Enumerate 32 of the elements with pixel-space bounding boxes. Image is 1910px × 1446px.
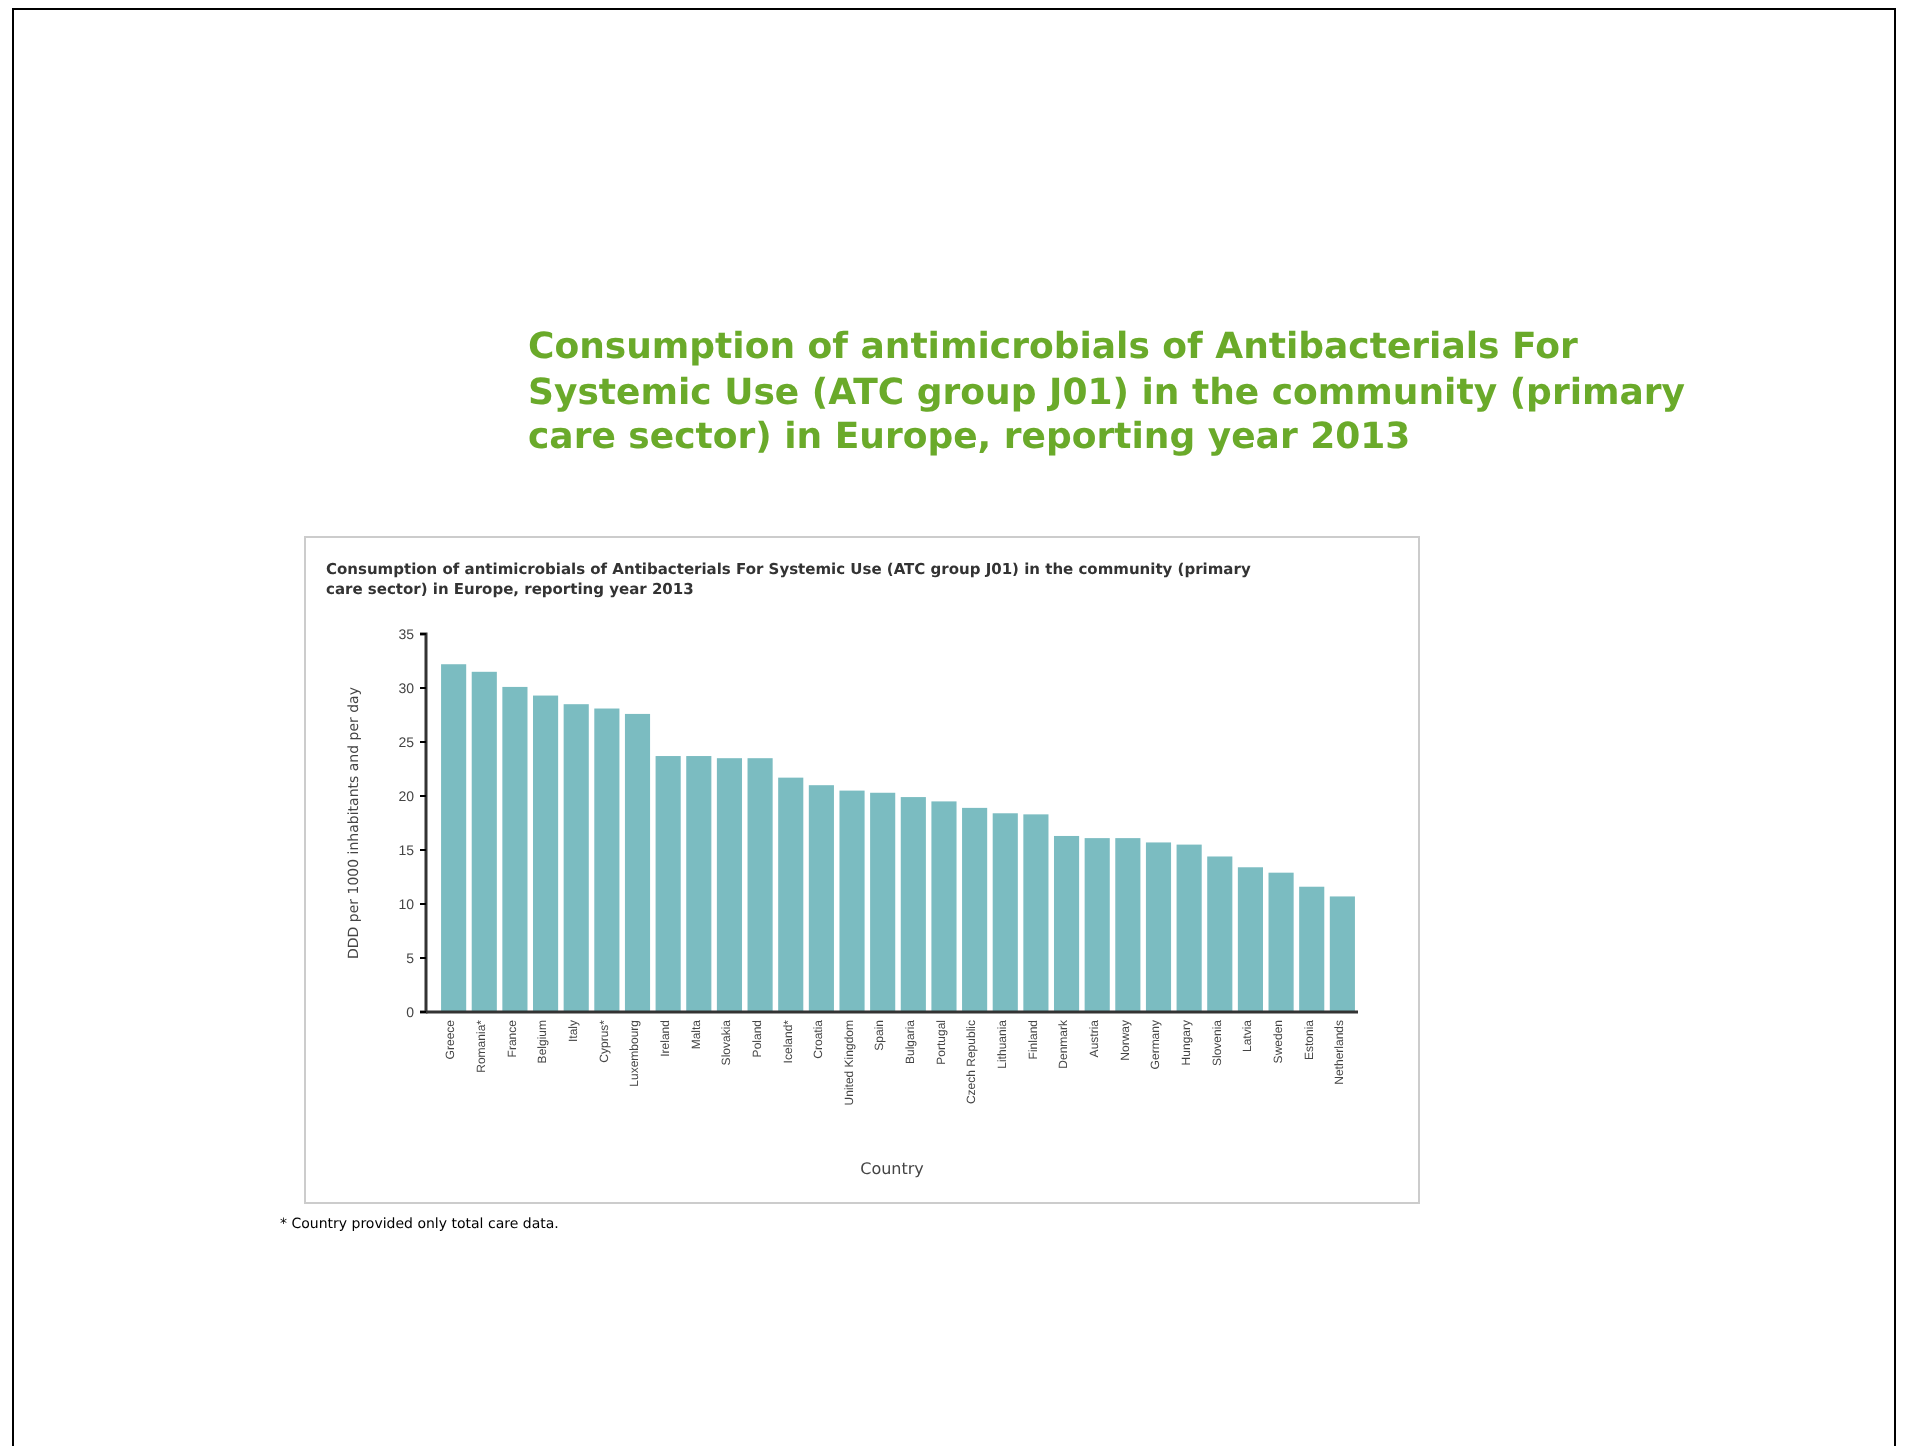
- chart-title: Consumption of antimicrobials of Antibacterials For Systemic Use (ATC group J01) in the community (primary care sector) in Europe, reporting year 2013: [528, 326, 1688, 461]
- bar: [931, 801, 957, 1012]
- bar: [1023, 814, 1049, 1012]
- bar: [1237, 867, 1263, 1012]
- bar: [594, 708, 620, 1012]
- bar: [441, 664, 467, 1012]
- bar: [900, 797, 926, 1012]
- bar: [716, 758, 743, 1012]
- bar: [1053, 835, 1080, 1012]
- bar: [1268, 872, 1294, 1012]
- bar: [962, 807, 988, 1012]
- bar: [1115, 838, 1141, 1012]
- bar: [1207, 856, 1233, 1012]
- bar: [747, 758, 773, 1012]
- bar: [1299, 886, 1325, 1012]
- bar: [808, 785, 834, 1012]
- bar: [992, 813, 1018, 1012]
- bar: [870, 792, 896, 1012]
- bar: [778, 777, 804, 1012]
- bar: [1145, 842, 1172, 1012]
- bar: [533, 695, 559, 1012]
- bar: [624, 713, 651, 1012]
- x-axis-title: Country: [860, 1160, 925, 1178]
- bar: [686, 756, 712, 1012]
- bar: [563, 704, 589, 1012]
- bar: [655, 756, 681, 1012]
- bar: [1329, 896, 1355, 1012]
- bar: [839, 790, 865, 1012]
- bar: [1176, 844, 1202, 1012]
- bar: [502, 686, 528, 1012]
- bar: [1084, 838, 1110, 1012]
- bar: [471, 671, 497, 1012]
